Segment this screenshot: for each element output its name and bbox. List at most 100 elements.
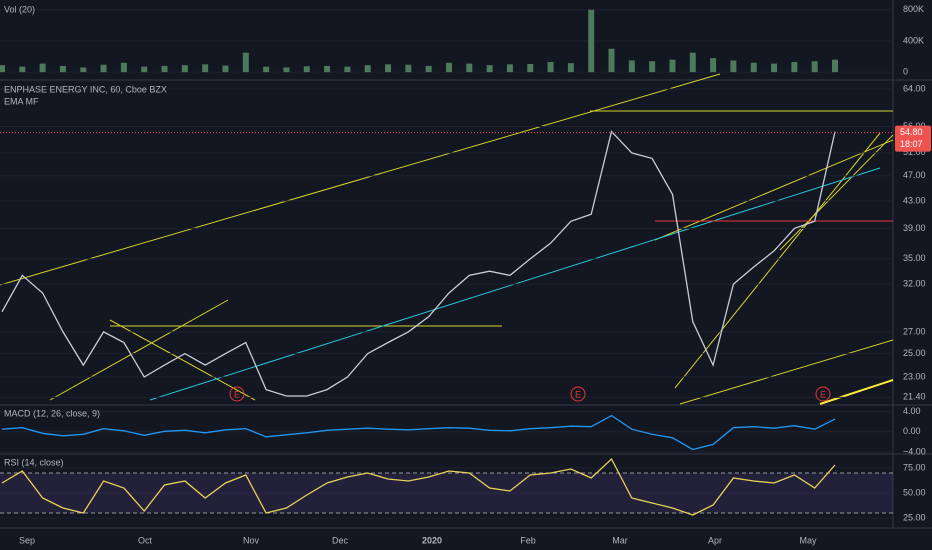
y-tick-label: 400K (903, 35, 924, 45)
x-tick-label: Mar (612, 535, 628, 545)
x-tick-label: Nov (243, 535, 260, 545)
series-line (1, 130, 836, 397)
x-tick-label: Sep (19, 535, 35, 545)
volume-bar (649, 61, 656, 73)
volume-bar (100, 64, 107, 73)
y-tick-label: 32.00 (903, 278, 926, 288)
volume-bar (669, 59, 676, 73)
volume-bar (59, 65, 66, 73)
trendline (109, 319, 256, 401)
x-tick-label: Feb (520, 535, 536, 545)
y-tick-label: 64.00 (903, 83, 926, 93)
earnings-icon (570, 386, 586, 402)
volume-bar (832, 59, 838, 73)
volume-bar (506, 64, 513, 73)
volume-bar (202, 64, 209, 73)
volume-bar (689, 52, 696, 73)
earnings-label: E (820, 389, 826, 399)
y-tick-label: 800K (903, 4, 924, 14)
rsi-band (0, 473, 893, 513)
y-tick-label: 50.00 (903, 487, 926, 497)
volume-bar (567, 63, 574, 73)
volume-bar (283, 67, 290, 73)
volume-bar (0, 65, 5, 73)
y-tick-label: 21.40 (903, 392, 926, 402)
last-price-box (895, 125, 931, 152)
y-tick-label: 75.00 (903, 462, 926, 472)
y-tick-label: 4.00 (903, 406, 921, 416)
y-tick-label: 25.00 (903, 512, 926, 522)
volume-bar (385, 64, 392, 73)
x-tick-label: 2020 (422, 535, 442, 545)
earnings-icon (229, 386, 245, 402)
y-tick-label: 25.00 (903, 348, 926, 358)
series-line (1, 414, 836, 451)
volume-bar (608, 48, 615, 73)
volume-bar (771, 63, 778, 73)
volume-bar (324, 65, 331, 73)
volume-bar (405, 64, 412, 73)
trendline (679, 339, 894, 405)
volume-bar (527, 63, 534, 73)
y-tick-label: 47.00 (903, 170, 926, 180)
last-price-label: 54.80 (900, 127, 923, 137)
volume-bar (750, 62, 757, 73)
volume-bar (80, 67, 87, 73)
earnings-label: E (234, 389, 240, 399)
panel-subtitle: EMA MF (4, 96, 39, 106)
series-line (1, 457, 836, 516)
x-tick-label: May (799, 535, 817, 545)
volume-bar (303, 66, 310, 73)
y-tick-label: 51.00 (903, 147, 926, 157)
panel-title: MACD (12, 26, close, 9) (4, 408, 100, 418)
y-tick-label: 27.00 (903, 326, 926, 336)
panel-title: ENPHASE ENERGY INC, 60, Cboe BZX (4, 84, 167, 94)
volume-bar (181, 65, 188, 73)
volume-bar (791, 62, 798, 73)
volume-bar (39, 63, 46, 73)
volume-bar (364, 65, 371, 73)
volume-bar (222, 65, 229, 73)
volume-bar (811, 61, 818, 73)
volume-bar (263, 66, 270, 73)
trendline (654, 139, 894, 241)
earnings-icon (815, 386, 831, 402)
volume-bar (547, 62, 554, 73)
volume-bar (486, 65, 493, 73)
y-tick-label: −4.00 (903, 446, 926, 456)
countdown: 18:07 (900, 139, 923, 149)
volume-bar (710, 58, 717, 73)
trendline (819, 379, 894, 405)
volume-bar (19, 66, 26, 73)
y-tick-label: 39.00 (903, 223, 926, 233)
y-tick-label: 35.00 (903, 253, 926, 263)
volume-bar (425, 65, 432, 73)
volume-bar (141, 66, 148, 73)
y-tick-label: 23.00 (903, 371, 926, 381)
panel-title: Vol (20) (4, 4, 35, 14)
volume-bar (466, 63, 473, 73)
x-tick-label: Dec (332, 535, 349, 545)
volume-bar (242, 52, 249, 73)
panel-title: RSI (14, close) (4, 457, 64, 467)
y-tick-label: 0 (903, 67, 908, 77)
volume-bar (628, 60, 635, 73)
x-tick-label: Oct (138, 535, 153, 545)
volume-bar (730, 60, 737, 73)
y-tick-label: 0.00 (903, 426, 921, 436)
volume-bar (445, 62, 452, 73)
earnings-label: E (575, 389, 581, 399)
trendline (49, 299, 229, 401)
x-tick-label: Apr (708, 535, 722, 545)
volume-bar (588, 9, 595, 73)
volume-bar (161, 65, 168, 73)
trendline (0, 73, 721, 286)
trendline (779, 134, 894, 251)
y-tick-label: 43.00 (903, 195, 926, 205)
volume-bar (344, 66, 351, 73)
volume-bar (120, 62, 127, 73)
